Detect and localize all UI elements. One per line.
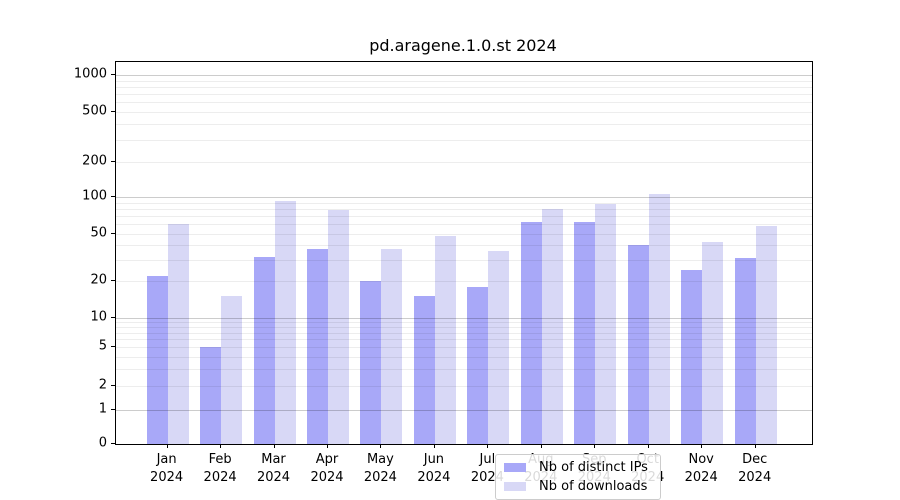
x-tick-mark xyxy=(540,444,542,448)
x-tick-month: Dec xyxy=(742,452,768,467)
y-tick-mark xyxy=(111,280,115,281)
bar-feb-distinct-ips xyxy=(200,347,222,444)
x-tick-label-may: May 2024 xyxy=(340,451,420,487)
y-tick-label: 1000 xyxy=(73,66,107,82)
x-tick-month: Mar xyxy=(261,452,286,467)
x-tick-label-feb: Feb 2024 xyxy=(180,451,260,487)
x-tick-mark xyxy=(327,444,328,448)
legend-swatch-downloads xyxy=(504,481,526,491)
y-tick-label: 0 xyxy=(98,435,107,451)
bar-nov-downloads xyxy=(702,241,724,444)
x-tick-mark xyxy=(380,444,382,448)
x-tick-mark xyxy=(166,444,168,448)
y-tick-mark xyxy=(111,196,115,197)
bars-layer xyxy=(116,62,812,444)
x-tick-mark xyxy=(433,444,435,448)
legend: Nb of distinct IPs Nb of downloads xyxy=(495,454,661,500)
legend-row-distinct-ips: Nb of distinct IPs xyxy=(502,460,654,475)
y-tick-label: 200 xyxy=(82,153,107,169)
y-tick-label: 5 xyxy=(98,338,107,354)
x-tick-label-mar: Mar 2024 xyxy=(234,451,314,487)
x-tick-year: 2024 xyxy=(150,470,184,485)
x-tick-mark xyxy=(647,444,649,448)
x-tick-label-nov: Nov 2024 xyxy=(661,451,741,487)
bar-jul-distinct-ips xyxy=(467,286,489,444)
bar-aug-downloads xyxy=(541,208,563,444)
x-tick-month: May xyxy=(366,452,394,467)
legend-swatch-distinct-ips xyxy=(504,463,526,473)
y-tick-mark xyxy=(111,232,115,234)
x-tick-mark xyxy=(487,444,489,448)
y-tick-mark xyxy=(111,316,115,318)
bar-sep-downloads xyxy=(595,204,617,444)
chart-title: pd.aragene.1.0.st 2024 xyxy=(369,36,557,55)
y-tick-mark xyxy=(111,110,115,112)
y-tick-mark xyxy=(111,160,115,162)
legend-row-downloads: Nb of downloads xyxy=(502,479,654,494)
y-tick-label: 2 xyxy=(98,377,107,393)
x-tick-label-jun: Jun 2024 xyxy=(394,451,474,487)
bar-jun-distinct-ips xyxy=(413,296,435,444)
bar-jan-distinct-ips xyxy=(146,276,168,444)
y-tick-label: 100 xyxy=(82,188,107,204)
x-tick-month: Jan xyxy=(156,452,177,467)
x-tick-label-dec: Dec 2024 xyxy=(715,451,795,487)
bar-oct-downloads xyxy=(648,193,670,444)
y-tick-mark xyxy=(111,346,115,347)
legend-label-downloads: Nb of downloads xyxy=(539,478,648,494)
bar-jun-downloads xyxy=(434,235,456,444)
y-tick-mark xyxy=(111,408,115,410)
bar-apr-downloads xyxy=(328,209,349,444)
bar-dec-distinct-ips xyxy=(734,258,756,444)
x-tick-month: Nov xyxy=(688,452,714,467)
bar-mar-distinct-ips xyxy=(253,256,275,444)
x-tick-month: Jul xyxy=(479,452,496,467)
y-tick-label: 10 xyxy=(90,309,107,325)
x-tick-month: Jun xyxy=(423,452,445,467)
x-tick-year: 2024 xyxy=(738,470,772,485)
bar-sep-distinct-ips xyxy=(574,222,596,444)
bar-nov-distinct-ips xyxy=(681,269,703,444)
legend-label-distinct-ips: Nb of distinct IPs xyxy=(539,460,648,476)
y-tick-mark xyxy=(111,385,115,386)
x-tick-label-jan: Jan 2024 xyxy=(127,451,207,487)
y-tick-mark xyxy=(111,74,115,75)
bar-jul-downloads xyxy=(488,250,510,444)
y-tick-mark xyxy=(111,443,115,444)
y-tick-label: 50 xyxy=(90,225,107,241)
x-tick-month: Feb xyxy=(208,452,232,467)
x-tick-year: 2024 xyxy=(203,470,237,485)
x-tick-label-apr: Apr 2024 xyxy=(287,451,367,487)
y-tick-label: 500 xyxy=(82,103,107,119)
bar-may-downloads xyxy=(381,249,403,444)
bar-may-distinct-ips xyxy=(360,281,382,444)
bar-aug-distinct-ips xyxy=(520,221,542,444)
x-tick-year: 2024 xyxy=(684,470,718,485)
x-tick-month: Apr xyxy=(315,452,339,467)
bar-oct-distinct-ips xyxy=(627,245,649,444)
bar-mar-downloads xyxy=(274,200,296,444)
x-tick-year: 2024 xyxy=(417,470,451,485)
x-tick-mark xyxy=(701,444,703,448)
bar-jan-downloads xyxy=(167,224,189,444)
x-tick-mark xyxy=(273,444,275,448)
x-tick-year: 2024 xyxy=(256,470,291,485)
bar-apr-distinct-ips xyxy=(307,249,328,444)
bar-dec-downloads xyxy=(755,225,777,444)
bar-feb-downloads xyxy=(221,296,243,444)
x-tick-mark xyxy=(220,444,222,448)
y-tick-label: 20 xyxy=(90,272,107,288)
y-tick-label: 1 xyxy=(98,401,107,417)
x-tick-mark xyxy=(594,444,596,448)
x-tick-mark xyxy=(754,444,756,448)
x-tick-year: 2024 xyxy=(363,470,397,485)
x-tick-year: 2024 xyxy=(310,470,344,485)
plot-area: Nb of distinct IPs Nb of downloads xyxy=(115,61,813,500)
